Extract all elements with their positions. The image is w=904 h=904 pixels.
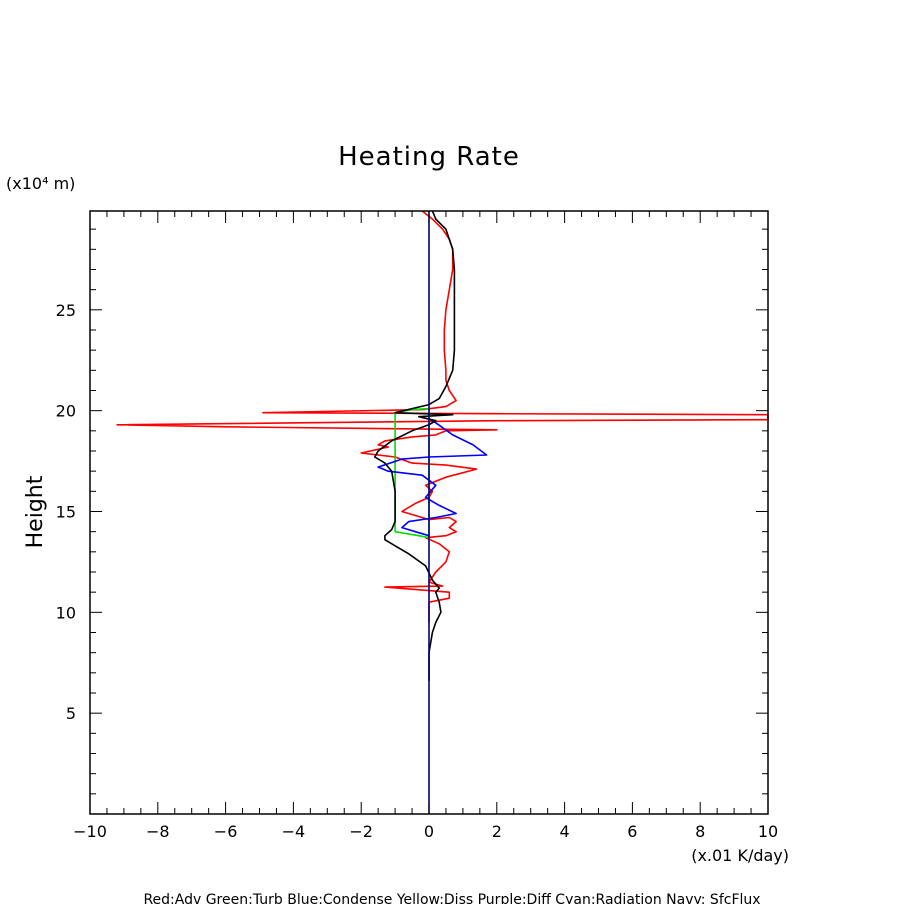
x-tick-label: −6 [214, 822, 238, 841]
x-tick-label: 8 [695, 822, 705, 841]
x-tick-label: 4 [560, 822, 570, 841]
axes-layer: −10 −8 −6 −4 −2 0 2 4 6 8 10 5 10 15 20 25 [56, 211, 778, 841]
series-layer [116, 210, 769, 814]
x-tick-label: −10 [73, 822, 107, 841]
series-line-blue-condense [377, 418, 488, 537]
x-tick-label: 0 [424, 822, 434, 841]
y-axis-label: Height [23, 475, 48, 548]
x-axis-label: (x.01 K/day) [691, 846, 789, 865]
series-line-black [374, 210, 456, 681]
y-unit-label: (x10⁴ m) [6, 174, 75, 193]
y-tick-label: 20 [56, 402, 76, 421]
y-tick-label: 10 [56, 603, 76, 622]
series-line-green-turb [394, 407, 430, 539]
y-tick-label: 15 [56, 502, 76, 521]
plot-frame [89, 210, 769, 815]
x-tick-label: 2 [492, 822, 502, 841]
chart-title: Heating Rate [338, 142, 520, 172]
x-tick-label: 6 [627, 822, 637, 841]
x-tick-label: −8 [146, 822, 170, 841]
series-line-red-adv [116, 210, 769, 623]
y-tick-label: 5 [66, 704, 76, 723]
legend-text: Red:Adv Green:Turb Blue:Condense Yellow:… [143, 892, 760, 904]
y-tick-label: 25 [56, 301, 76, 320]
x-tick-label: −2 [349, 822, 373, 841]
x-tick-label: 10 [758, 822, 778, 841]
x-tick-label: −4 [282, 822, 306, 841]
